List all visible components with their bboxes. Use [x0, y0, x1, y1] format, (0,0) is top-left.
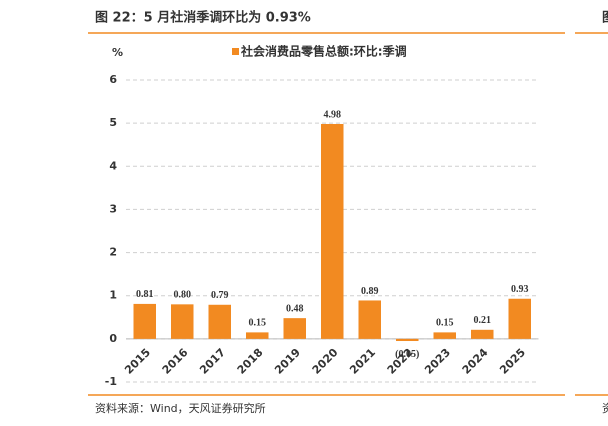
bar: [358, 300, 381, 339]
y-tick-label: 3: [109, 202, 117, 215]
x-tick-label: 2016: [160, 346, 191, 377]
value-label: 0.15: [249, 318, 267, 329]
bar: [246, 332, 269, 339]
x-tick-label: 2015: [122, 346, 153, 377]
y-tick-label: 2: [109, 246, 117, 259]
bar: [508, 298, 531, 339]
bar: [396, 338, 419, 342]
legend-label: 社会消费品零售总额:环比:季调: [240, 44, 407, 59]
chart-title: 图 22：5 月社消季调环比为 0.93%: [95, 10, 311, 26]
bar: [283, 318, 306, 339]
value-label: 0.81: [136, 289, 154, 300]
value-label: 0.93: [511, 284, 529, 295]
y-tick-label: -1: [105, 375, 117, 388]
value-label: 0.48: [286, 303, 304, 314]
source-note: 资料来源：Wind，天风证券研究所: [95, 401, 266, 415]
x-tick-label: 2018: [235, 346, 266, 377]
x-tick-label: 2019: [272, 346, 303, 377]
y-axis-label: %: [112, 46, 123, 59]
y-tick-label: 1: [109, 289, 117, 302]
y-tick-label: 5: [109, 116, 117, 129]
bar: [471, 329, 494, 339]
value-label: 0.89: [361, 286, 379, 297]
value-label: 0.15: [436, 318, 454, 329]
value-label: 0.79: [211, 290, 229, 301]
x-tick-label: 2025: [497, 346, 528, 377]
x-tick-label: 2020: [310, 346, 341, 377]
bar: [433, 332, 456, 339]
x-tick-label: 2021: [347, 346, 378, 377]
value-label: (0.05): [395, 349, 419, 360]
value-label: 0.80: [174, 290, 192, 301]
y-tick-label: 4: [109, 159, 117, 172]
bar: [321, 124, 344, 339]
value-label: 4.98: [324, 109, 342, 120]
y-tick-label: 6: [109, 73, 117, 86]
bar: [133, 303, 156, 339]
next-title: 图: [602, 11, 608, 26]
x-tick-label: 2023: [422, 346, 453, 377]
x-tick-label: 2017: [197, 346, 228, 377]
value-label: 0.21: [474, 315, 492, 326]
next-source: 资: [602, 402, 608, 415]
y-tick-label: 0: [109, 332, 117, 345]
legend-swatch: [232, 48, 239, 55]
bar: [208, 304, 231, 339]
bar: [171, 304, 194, 339]
x-tick-label: 2024: [460, 346, 491, 377]
